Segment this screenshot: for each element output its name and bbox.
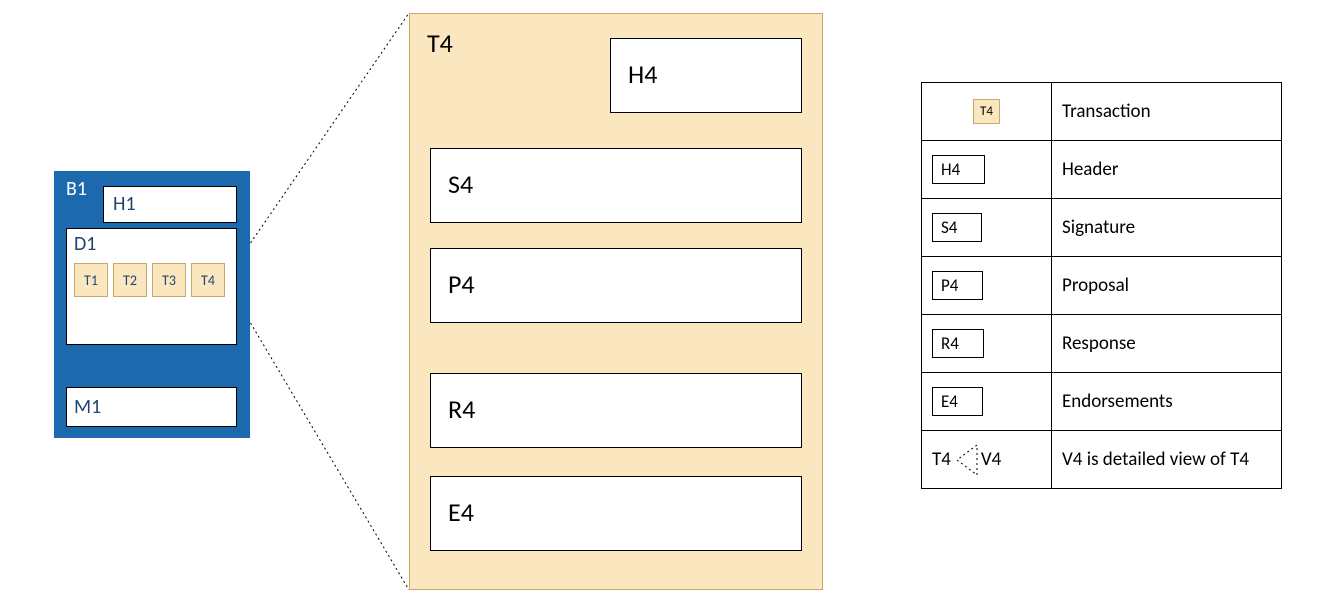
block-data-label: D1 (74, 232, 96, 256)
legend-icon-cell: T4 (922, 83, 1052, 141)
legend-icon-cell: H4 (922, 141, 1052, 199)
legend-row: S4 Signature (922, 199, 1282, 257)
legend-icon-view: T4 V4 (932, 441, 1001, 479)
expanded-section-label: E4 (448, 496, 474, 528)
diagram-canvas: B1 H1 D1 T1T2T3T4 M1 T4 H4 S4P4R4E4 T4Tr… (0, 0, 1334, 605)
block-header-label: H1 (113, 192, 136, 216)
expanded-section-label: S4 (448, 168, 473, 200)
legend-row: R4 Response (922, 315, 1282, 373)
legend-row: E4 Endorsements (922, 373, 1282, 431)
expanded-section-r4 (430, 373, 802, 448)
tx-t1: T1 (74, 263, 108, 297)
expanded-header-label: H4 (628, 58, 657, 90)
expanded-section-s4 (430, 148, 802, 223)
legend-icon-cell: P4 (922, 257, 1052, 315)
block-b1-label: B1 (66, 177, 87, 201)
legend-row: H4 Header (922, 141, 1282, 199)
expanded-t4-label: T4 (427, 27, 453, 59)
legend-icon-box: P4 (932, 271, 983, 300)
block-meta-label: M1 (74, 395, 101, 419)
legend-icon-cell: T4 V4 (922, 431, 1052, 489)
triangle-icon (953, 441, 979, 479)
tx-t4: T4 (191, 263, 225, 297)
expanded-section-label: P4 (448, 268, 475, 300)
legend-desc: Endorsements (1052, 373, 1282, 431)
legend-row: T4 V4 V4 is detailed view of T4 (922, 431, 1282, 489)
legend-row: T4 Transaction (922, 83, 1282, 141)
legend-desc: Transaction (1052, 83, 1282, 141)
tx-t2: T2 (113, 263, 147, 297)
legend-row: P4 Proposal (922, 257, 1282, 315)
legend-icon-cell: R4 (922, 315, 1052, 373)
legend-icon-cell: S4 (922, 199, 1052, 257)
legend-desc: Proposal (1052, 257, 1282, 315)
expanded-section-p4 (430, 248, 802, 323)
legend-desc: Header (1052, 141, 1282, 199)
expanded-section-label: R4 (448, 393, 475, 425)
legend-desc: Signature (1052, 199, 1282, 257)
legend-icon-cell: E4 (922, 373, 1052, 431)
legend-icon-tx: T4 (973, 99, 1000, 124)
legend-icon-box: S4 (932, 213, 982, 242)
expanded-section-e4 (430, 476, 802, 551)
legend-desc: Response (1052, 315, 1282, 373)
legend-view-right-label: V4 (981, 448, 1001, 471)
tx-t3: T3 (152, 263, 186, 297)
legend-icon-box: H4 (932, 155, 985, 184)
legend-table: T4 Transaction H4 Header S4 Signature P4 Propos… (921, 82, 1282, 489)
legend-desc: V4 is detailed view of T4 (1052, 431, 1282, 489)
legend-icon-box: R4 (932, 329, 984, 358)
legend-view-left-label: T4 (932, 448, 951, 471)
legend-icon-box: E4 (932, 387, 983, 416)
